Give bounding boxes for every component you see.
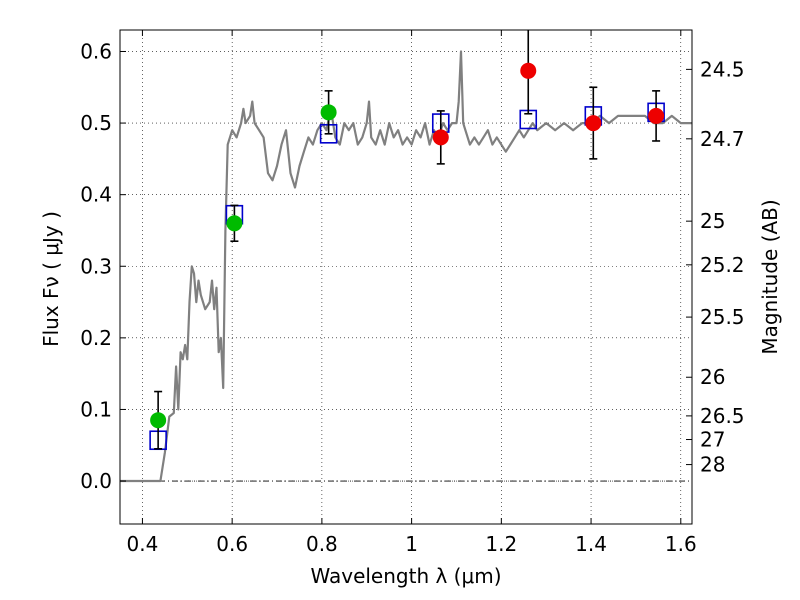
- observed-point-red: [585, 115, 602, 132]
- grid: [120, 30, 692, 524]
- y-tick-label: 0.0: [80, 469, 112, 493]
- sed-curve-layer: [120, 50, 692, 483]
- observed-point-green: [226, 215, 243, 232]
- right-tick-label: 25.5: [700, 305, 745, 329]
- x-tick-label: 0.4: [127, 532, 159, 556]
- right-tick-label: 27: [700, 428, 725, 452]
- right-tick-label: 26: [700, 365, 725, 389]
- observed-point-red: [520, 62, 537, 79]
- right-tick-label: 26.5: [700, 404, 745, 428]
- observed-point-green: [320, 104, 337, 121]
- right-tick-label: 25: [700, 209, 725, 233]
- plot-frame: [119, 29, 693, 525]
- y-tick-label: 0.2: [80, 326, 112, 350]
- observed-point-red: [648, 107, 665, 124]
- x-tick-label: 1.2: [485, 532, 517, 556]
- y-axis-label: Flux Fν ( μJy ): [39, 211, 63, 347]
- observed-point-red: [432, 129, 449, 146]
- y-tick-label: 0.3: [80, 254, 112, 278]
- y-tick-label: 0.1: [80, 397, 112, 421]
- y-axis-ticks: 0.0 0.1 0.2 0.3 0.4 0.5 0.6: [80, 39, 126, 493]
- observed-point-green: [150, 412, 167, 429]
- x-tick-label: 1.6: [665, 532, 697, 556]
- sed-model-curve: [120, 50, 692, 483]
- right-axis-label: Magnitude (AB): [758, 199, 782, 354]
- right-tick-label: 28: [700, 453, 725, 477]
- x-tick-label: 1.4: [575, 532, 607, 556]
- y-tick-label: 0.5: [80, 111, 112, 135]
- x-tick-label: 0.8: [306, 532, 338, 556]
- x-tick-label: 1: [405, 532, 418, 556]
- right-tick-label: 25.2: [700, 253, 745, 277]
- right-tick-label: 24.7: [700, 127, 745, 151]
- right-tick-label: 24.5: [700, 57, 745, 81]
- x-axis-ticks: 0.4 0.6 0.8 1 1.2 1.4 1.6: [127, 30, 697, 556]
- data-points-layer: [149, 30, 665, 451]
- y-tick-label: 0.4: [80, 183, 112, 207]
- y-tick-label: 0.6: [80, 39, 112, 63]
- x-tick-label: 0.6: [216, 532, 248, 556]
- x-axis-label: Wavelength λ (μm): [310, 564, 501, 588]
